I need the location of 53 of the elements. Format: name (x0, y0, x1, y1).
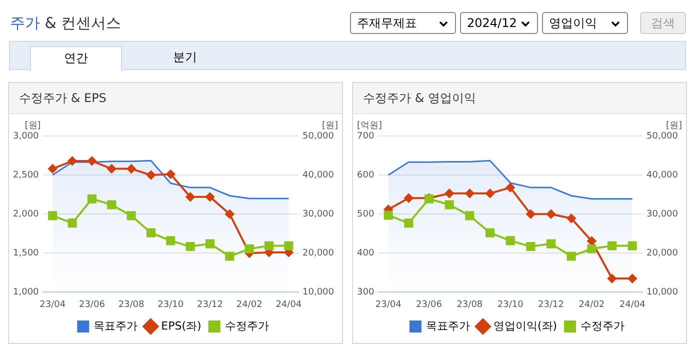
y-tick-label: 3,000 (13, 131, 40, 142)
x-tick-label: 23/06 (416, 300, 442, 310)
x-tick-label: 23/10 (158, 300, 184, 310)
y2-tick-label: 40,000 (646, 170, 678, 180)
y2-tick-label: 20,000 (646, 248, 678, 258)
x-tick-label: 23/04 (40, 300, 66, 310)
text: 검색 (640, 12, 686, 34)
text: 분기 (172, 49, 198, 66)
legend-label: 목표주가 (426, 319, 470, 332)
x-tick-label: 23/08 (118, 300, 145, 310)
y-tick-label: 1,500 (13, 248, 40, 258)
text: 주가 & 컨센서스 (10, 14, 122, 33)
y-tick-label: 300 (356, 288, 374, 298)
y-tick-label: 1,000 (13, 288, 40, 298)
chart-title: 수정주가 & EPS (9, 83, 342, 114)
legend-label: 영업이익(좌) (493, 319, 558, 332)
x-tick-label: 23/10 (497, 300, 524, 310)
y2-axis-title: [원] (666, 120, 682, 131)
text: 연간 (30, 46, 122, 71)
text: 2024/12 (460, 12, 538, 34)
legend-label: 목표주가 (94, 319, 138, 332)
y-tick-label: 600 (356, 170, 374, 180)
x-tick-label: 23/06 (78, 300, 106, 310)
y2-tick-label: 30,000 (646, 209, 678, 220)
x-tick-label: 23/04 (375, 300, 402, 310)
y-axis-title: [억원] (357, 120, 382, 131)
x-tick-label: 23/12 (538, 300, 564, 310)
text: 영업이익 (542, 12, 628, 34)
y-tick-label: 500 (356, 209, 374, 220)
y2-tick-label: 10,000 (646, 288, 678, 298)
y2-tick-label: 30,000 (302, 209, 334, 220)
text: 주재무제표 (350, 12, 456, 34)
y2-axis-title: [원] (322, 120, 338, 131)
y2-tick-label: 20,000 (302, 248, 334, 258)
legend-label: 수정주가 (580, 319, 625, 332)
y2-tick-label: 50,000 (646, 131, 678, 142)
x-tick-label: 23/12 (197, 300, 223, 310)
legend-label: 수정주가 (224, 319, 269, 332)
y-axis-title: [원] (24, 120, 41, 131)
y-tick-label: 2,500 (13, 170, 40, 180)
y-tick-label: 2,000 (13, 209, 40, 220)
y-tick-label: 400 (356, 248, 374, 258)
x-tick-label: 24/04 (276, 300, 302, 310)
x-tick-label: 23/08 (456, 300, 483, 310)
y2-tick-label: 40,000 (302, 170, 334, 180)
legend-label: EPS(좌) (161, 319, 202, 332)
chart-title: 수정주가 & 영업이익 (353, 83, 686, 114)
x-tick-label: 24/02 (578, 300, 605, 310)
x-tick-label: 24/02 (236, 300, 262, 310)
y2-tick-label: 50,000 (302, 131, 334, 142)
y-tick-label: 700 (356, 131, 374, 142)
x-tick-label: 24/04 (619, 300, 646, 310)
y2-tick-label: 10,000 (302, 288, 334, 298)
